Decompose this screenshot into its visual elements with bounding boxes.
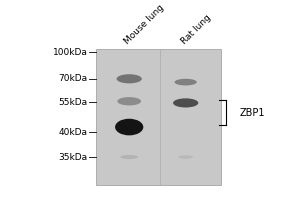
Text: 35kDa: 35kDa bbox=[58, 153, 88, 162]
FancyBboxPatch shape bbox=[97, 49, 221, 185]
Ellipse shape bbox=[120, 155, 138, 159]
Ellipse shape bbox=[117, 74, 142, 83]
Ellipse shape bbox=[173, 98, 198, 108]
Text: ZBP1: ZBP1 bbox=[239, 108, 265, 118]
Text: 55kDa: 55kDa bbox=[58, 98, 88, 107]
Ellipse shape bbox=[175, 79, 197, 85]
Ellipse shape bbox=[115, 119, 143, 135]
Text: Rat lung: Rat lung bbox=[179, 12, 212, 46]
Ellipse shape bbox=[117, 97, 141, 105]
Text: 70kDa: 70kDa bbox=[58, 74, 88, 83]
Text: Mouse lung: Mouse lung bbox=[123, 2, 166, 46]
Text: 100kDa: 100kDa bbox=[53, 48, 88, 57]
Text: 40kDa: 40kDa bbox=[58, 128, 88, 137]
Ellipse shape bbox=[178, 155, 193, 159]
